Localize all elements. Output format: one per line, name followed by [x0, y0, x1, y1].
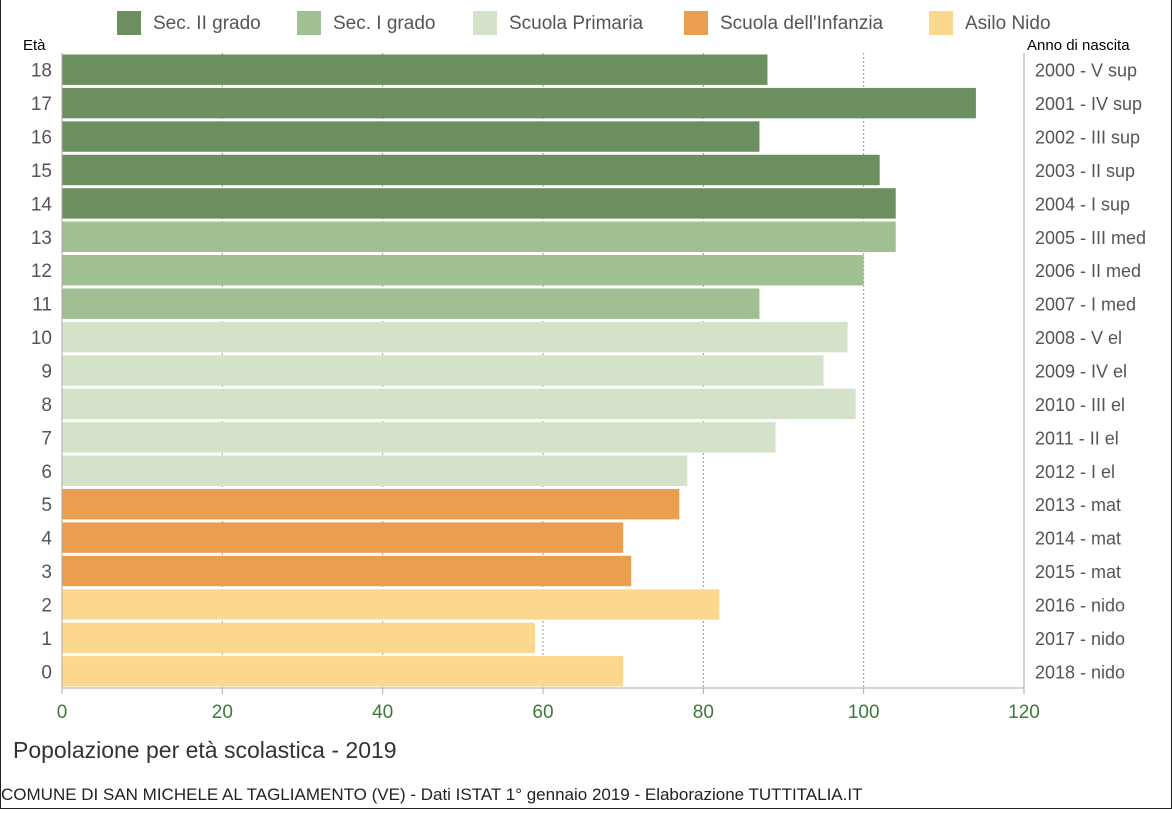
- age-tick-label: 0: [41, 662, 52, 683]
- legend-swatch: [117, 11, 141, 35]
- age-tick-label: 17: [31, 94, 52, 115]
- age-tick-label: 1: [41, 629, 52, 650]
- age-tick-label: 7: [41, 428, 52, 449]
- age-tick-label: 14: [31, 194, 53, 215]
- birth-year-tick-label: 2001 - IV sup: [1035, 94, 1142, 114]
- bar: [62, 656, 624, 687]
- chart-subtitle: COMUNE DI SAN MICHELE AL TAGLIAMENTO (VE…: [1, 785, 862, 804]
- x-tick-label: 40: [372, 702, 393, 723]
- legend-label: Scuola dell'Infanzia: [720, 13, 884, 34]
- birth-year-tick-label: 2013 - mat: [1035, 495, 1121, 515]
- birth-year-tick-label: 2003 - II sup: [1035, 161, 1135, 181]
- bar: [62, 154, 880, 186]
- birth-year-tick-label: 2000 - V sup: [1035, 61, 1137, 81]
- right-axis-title: Anno di nascita: [1027, 37, 1130, 54]
- age-tick-label: 15: [31, 161, 52, 182]
- bar: [62, 388, 856, 420]
- birth-year-tick-label: 2006 - II med: [1035, 261, 1141, 281]
- bar: [62, 355, 824, 386]
- legend-swatch: [929, 11, 953, 35]
- bar: [62, 321, 848, 353]
- birth-year-tick-label: 2002 - III sup: [1035, 128, 1140, 148]
- age-tick-label: 5: [41, 495, 52, 516]
- bar: [62, 622, 535, 654]
- bar: [62, 555, 632, 587]
- birth-year-tick-label: 2009 - IV el: [1035, 362, 1127, 382]
- bar: [62, 221, 896, 253]
- legend: Sec. II grado Sec. I grado Scuola Primaria…: [117, 11, 1051, 35]
- age-tick-label: 2: [41, 595, 52, 616]
- bars: [62, 54, 976, 687]
- age-tick-label: 6: [41, 462, 52, 483]
- age-tick-label: 9: [41, 362, 52, 383]
- bar: [62, 288, 760, 319]
- bar: [62, 87, 976, 119]
- birth-year-tick-label: 2016 - nido: [1035, 595, 1125, 615]
- birth-year-tick-label: 2017 - nido: [1035, 629, 1125, 649]
- age-tick-label: 13: [31, 228, 52, 249]
- y-axis-title: Età: [23, 37, 46, 54]
- age-tick-label: 12: [31, 261, 52, 282]
- x-tick-label: 80: [693, 702, 714, 723]
- birth-year-tick-label: 2004 - I sup: [1035, 194, 1130, 214]
- x-tick-label: 60: [532, 702, 553, 723]
- bar: [62, 422, 776, 453]
- legend-label: Sec. I grado: [333, 13, 435, 34]
- legend-item: Scuola dell'Infanzia: [684, 11, 884, 35]
- bar: [62, 188, 896, 219]
- bar: [62, 589, 720, 620]
- x-tick-label: 0: [57, 702, 68, 723]
- legend-item: Asilo Nido: [929, 11, 1051, 35]
- age-tick-label: 4: [41, 529, 52, 550]
- bar: [62, 255, 864, 286]
- legend-label: Scuola Primaria: [509, 13, 644, 34]
- legend-item: Scuola Primaria: [473, 11, 644, 35]
- legend-swatch: [473, 11, 497, 35]
- birth-year-tick-label: 2018 - nido: [1035, 662, 1125, 682]
- bar: [62, 121, 760, 152]
- chart-title: Popolazione per età scolastica - 2019: [13, 737, 397, 763]
- bar: [62, 455, 688, 486]
- birth-year-tick-label: 2008 - V el: [1035, 328, 1122, 348]
- age-tick-label: 16: [31, 128, 52, 149]
- birth-year-tick-label: 2010 - III el: [1035, 395, 1125, 415]
- birth-year-tick-label: 2015 - mat: [1035, 562, 1121, 582]
- x-tick-labels: 0 20 40 60 80 100 120: [57, 688, 1040, 723]
- bar: [62, 54, 768, 85]
- x-tick-label: 20: [212, 702, 233, 723]
- bar: [62, 488, 680, 520]
- x-tick-label: 120: [1008, 702, 1040, 723]
- birth-year-tick-label: 2005 - III med: [1035, 228, 1146, 248]
- age-tick-label: 11: [32, 295, 52, 316]
- birth-year-tick-label: 2007 - I med: [1035, 295, 1136, 315]
- legend-item: Sec. II grado: [117, 11, 261, 35]
- legend-label: Sec. II grado: [153, 13, 261, 34]
- age-tick-label: 3: [41, 562, 52, 583]
- legend-swatch: [684, 11, 708, 35]
- x-tick-label: 100: [848, 702, 880, 723]
- birth-year-tick-labels: 2000 - V sup 2001 - IV sup 2002 - III sup 2…: [1035, 61, 1146, 683]
- legend-item: Sec. I grado: [297, 11, 435, 35]
- birth-year-tick-label: 2012 - I el: [1035, 462, 1115, 482]
- legend-swatch: [297, 11, 321, 35]
- age-tick-label: 18: [31, 61, 52, 82]
- legend-label: Asilo Nido: [965, 13, 1051, 34]
- birth-year-tick-label: 2011 - II el: [1035, 428, 1119, 448]
- age-tick-label: 8: [41, 395, 52, 416]
- age-tick-label: 10: [31, 328, 52, 349]
- bar: [62, 522, 624, 553]
- birth-year-tick-label: 2014 - mat: [1035, 529, 1121, 549]
